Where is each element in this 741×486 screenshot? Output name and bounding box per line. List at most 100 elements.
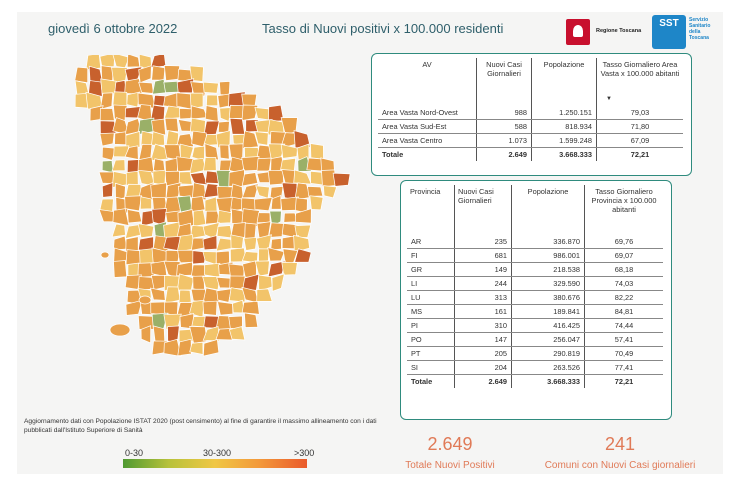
table-cell: 1.250.151 [531, 106, 597, 120]
municipality-area [190, 105, 208, 120]
table-cell: 69,76 [584, 235, 663, 249]
municipality-area [323, 185, 338, 199]
municipality-area [177, 338, 192, 357]
municipality-area [229, 247, 247, 263]
municipality-area [228, 263, 245, 278]
table-total-cell: Totale [407, 374, 455, 388]
table-cell: 416.425 [511, 318, 585, 333]
municipality-area [99, 92, 114, 110]
table-cell: 69,07 [584, 248, 663, 263]
municipality-area [141, 209, 155, 227]
municipality-area [75, 66, 89, 84]
table-row: LU 313 380.676 82,22 [407, 290, 663, 305]
col-header-cases: Nuovi Casi Giornalieri [476, 58, 532, 106]
sort-desc-icon[interactable]: ▼ [606, 96, 612, 102]
col-header-cases: Nuovi Casi Giornalieri [454, 185, 512, 235]
table-row: FI 681 986.001 69,07 [407, 248, 663, 263]
municipality-area [256, 157, 272, 172]
municipality-area [139, 196, 152, 210]
municipality-area [193, 209, 207, 227]
municipality-area [165, 130, 179, 148]
table-cell: 189.841 [511, 304, 585, 319]
municipality-area [202, 251, 217, 266]
municipality-area [111, 223, 126, 238]
table-row: PO 147 256.047 57,41 [407, 332, 663, 347]
municipality-area [189, 326, 208, 344]
municipality-area [111, 159, 126, 172]
municipality-area [217, 301, 234, 316]
table-cell: 336.870 [511, 235, 585, 249]
municipality-area [163, 105, 182, 120]
municipality-area [241, 172, 259, 187]
table-cell: 235 [454, 235, 512, 249]
municipality-area [216, 288, 232, 303]
municipality-area [151, 118, 167, 136]
table-cell: 256.047 [511, 332, 585, 347]
province-table: Provincia Nuovi Casi Giornalieri Popolaz… [407, 185, 663, 388]
municipality-area [115, 182, 126, 200]
municipality-area [256, 171, 270, 184]
municipality-area [189, 92, 204, 109]
table-total-row: Totale 2.649 3.668.333 72,21 [378, 147, 683, 161]
table-total-cell: Totale [378, 147, 477, 161]
kpi-total-positives-label: Totale Nuovi Positivi [405, 460, 495, 471]
table-cell: AR [407, 235, 455, 249]
municipality-area [254, 197, 273, 212]
table-cell: 74,44 [584, 318, 663, 333]
table-cell: 70,49 [584, 346, 663, 361]
municipality-area [163, 338, 182, 357]
municipality-area [191, 145, 205, 162]
municipality-area [219, 144, 230, 160]
legend-low-label: 0-30 [125, 448, 144, 458]
island-area [100, 251, 110, 259]
table-row: Area Vasta Nord-Ovest 988 1.250.151 79,03 [378, 106, 683, 120]
kpi-municipalities-value: 241 [604, 434, 636, 454]
municipality-area [151, 65, 166, 81]
municipality-area [270, 195, 282, 210]
municipality-area [294, 248, 312, 263]
municipality-area [256, 212, 271, 224]
municipality-area [270, 237, 282, 251]
table-cell: 310 [454, 318, 512, 333]
table-cell: FI [407, 248, 455, 263]
table-cell: 1.599.248 [531, 133, 597, 148]
municipality-area [124, 195, 143, 212]
municipality-area [267, 247, 285, 262]
table-row: MS 161 189.841 84,81 [407, 304, 663, 319]
municipality-area [309, 195, 324, 211]
tuscany-municipality-map [75, 55, 351, 357]
table-cell: 84,81 [584, 304, 663, 319]
municipality-area [243, 237, 258, 251]
municipality-area [202, 300, 218, 316]
area-vasta-table: AV Nuovi Casi Giornalieri Popolazione Ta… [378, 58, 683, 161]
table-cell: 161 [454, 304, 512, 319]
municipality-area [271, 273, 285, 292]
municipality-area [127, 209, 143, 224]
municipality-area [254, 131, 269, 146]
municipality-area [204, 196, 218, 213]
municipality-area [203, 157, 217, 172]
table-total-cell: 2.649 [476, 147, 532, 161]
table-cell: 380.676 [511, 290, 585, 305]
municipality-area [192, 250, 207, 265]
municipality-area [267, 260, 286, 278]
municipality-area [112, 55, 130, 69]
sst-logo: SST Servizio Sanitario della Toscana [652, 15, 720, 51]
municipality-area [164, 117, 179, 133]
report-title: Tasso di Nuovi positivi x 100.000 reside… [262, 21, 504, 36]
municipality-area [189, 65, 204, 82]
municipality-area [165, 182, 182, 200]
municipality-area [256, 288, 273, 302]
sst-logo-mark: SST [652, 15, 686, 49]
municipality-area [241, 300, 260, 315]
table-cell: 986.001 [511, 248, 585, 263]
table-cell: Area Vasta Centro [378, 133, 477, 148]
regione-logo-text: Regione Toscana [596, 28, 642, 34]
data-update-note: Aggiornamento dati con Popolazione ISTAT… [24, 418, 377, 434]
table-cell: 988 [476, 106, 532, 120]
municipality-area [204, 143, 219, 161]
table-cell: GR [407, 262, 455, 277]
municipality-area [268, 222, 285, 238]
table-row: LI 244 329.590 74,03 [407, 276, 663, 291]
table-cell: LI [407, 276, 455, 291]
